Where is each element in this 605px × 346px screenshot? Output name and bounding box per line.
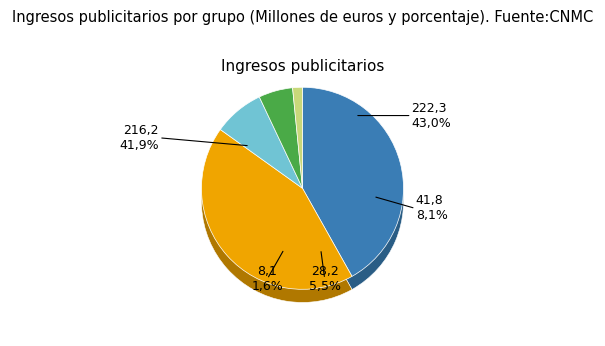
Text: 222,3
43,0%: 222,3 43,0% xyxy=(411,101,451,129)
Wedge shape xyxy=(293,87,302,188)
Text: 216,2
41,9%: 216,2 41,9% xyxy=(119,124,159,152)
Wedge shape xyxy=(260,101,302,201)
Text: 28,2
5,5%: 28,2 5,5% xyxy=(309,265,341,293)
Wedge shape xyxy=(302,87,404,276)
Wedge shape xyxy=(201,143,352,302)
Text: Ingresos publicitarios por grupo (Millones de euros y porcentaje). Fuente:CNMC: Ingresos publicitarios por grupo (Millon… xyxy=(12,10,594,25)
Text: 8,1
1,6%: 8,1 1,6% xyxy=(251,265,283,293)
Wedge shape xyxy=(293,100,302,201)
Wedge shape xyxy=(302,100,404,290)
Text: 41,8
8,1%: 41,8 8,1% xyxy=(416,194,448,222)
Wedge shape xyxy=(260,88,302,188)
Text: Ingresos publicitarios: Ingresos publicitarios xyxy=(221,59,384,74)
Wedge shape xyxy=(220,110,302,201)
Wedge shape xyxy=(201,129,352,289)
Wedge shape xyxy=(220,97,302,188)
